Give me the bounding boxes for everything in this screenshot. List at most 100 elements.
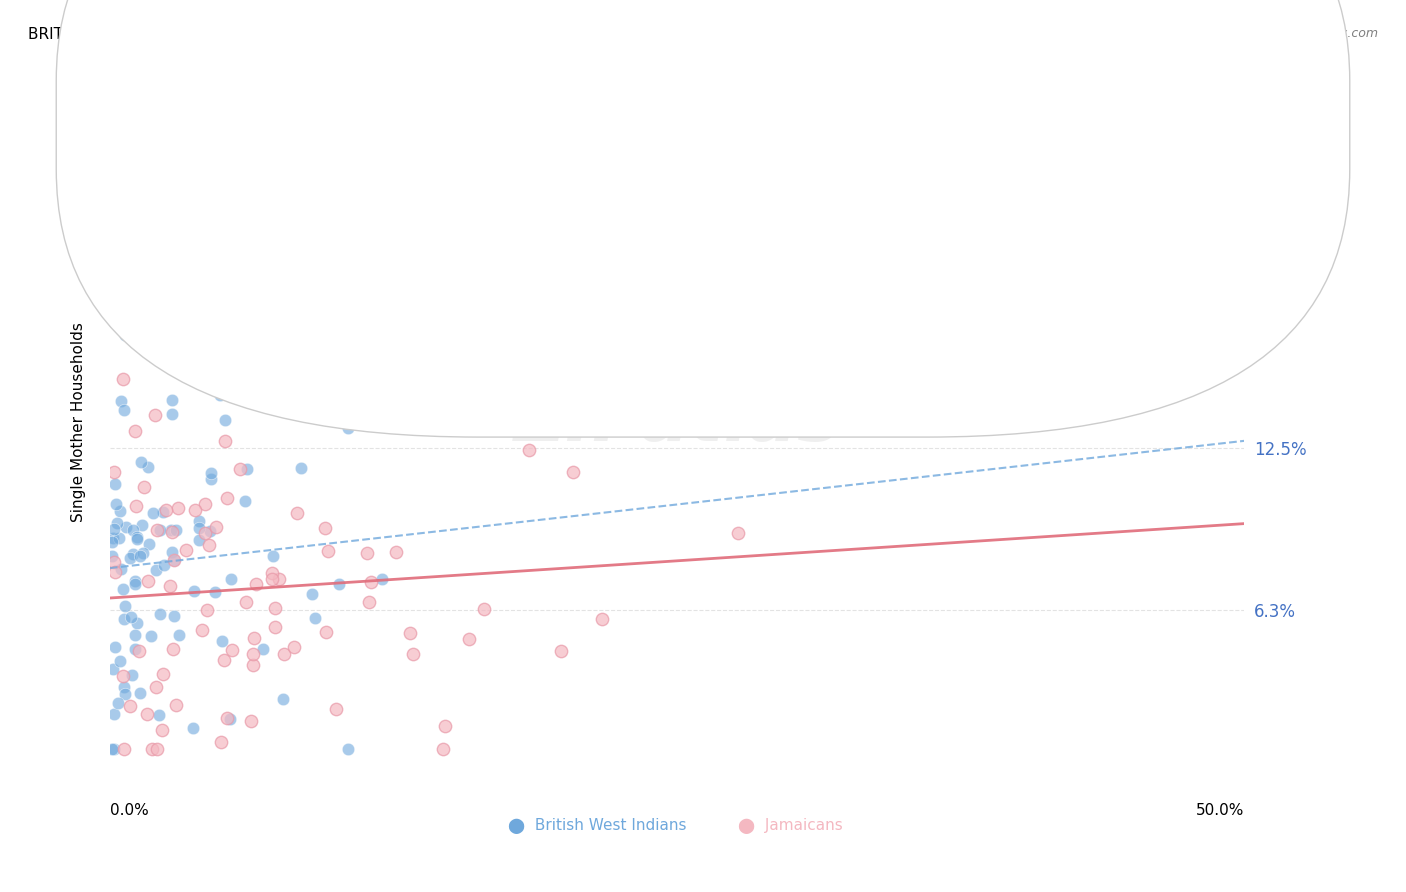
Text: N =: N = xyxy=(612,131,655,145)
Point xyxy=(402,647,425,661)
Text: Source: ZipAtlas.com: Source: ZipAtlas.com xyxy=(1244,27,1378,40)
Text: ■: ■ xyxy=(492,128,513,148)
Point xyxy=(104,640,127,655)
Point xyxy=(125,615,148,630)
Point xyxy=(141,629,163,643)
Point xyxy=(229,461,252,475)
Point xyxy=(129,455,152,469)
Point xyxy=(103,465,125,479)
Point xyxy=(235,595,257,609)
Point xyxy=(121,668,143,682)
Point xyxy=(132,546,155,560)
Point xyxy=(183,583,205,598)
Point xyxy=(104,476,127,491)
Point xyxy=(336,421,359,435)
Point xyxy=(221,643,243,657)
Point xyxy=(221,573,243,587)
Point xyxy=(103,742,125,756)
Point xyxy=(162,545,184,559)
Point xyxy=(103,522,125,536)
Point xyxy=(173,295,195,310)
Point xyxy=(103,555,125,569)
Point xyxy=(591,612,613,626)
Point xyxy=(325,407,347,421)
Point xyxy=(120,698,142,713)
Point xyxy=(285,506,308,520)
Text: 90: 90 xyxy=(668,95,689,110)
Point xyxy=(101,742,124,756)
Point xyxy=(162,553,184,567)
Point xyxy=(148,708,170,723)
Point xyxy=(371,572,394,586)
Point xyxy=(399,625,422,640)
Point xyxy=(163,553,186,567)
Point xyxy=(304,610,326,624)
Point xyxy=(209,388,232,402)
Point xyxy=(165,523,187,537)
Text: 0.050: 0.050 xyxy=(562,95,610,110)
Point xyxy=(128,549,150,564)
Text: 0.0%: 0.0% xyxy=(110,804,149,819)
Point xyxy=(125,499,148,513)
Text: 78: 78 xyxy=(668,131,689,145)
Point xyxy=(135,706,157,721)
Point xyxy=(474,602,496,616)
Point xyxy=(160,392,183,407)
Point xyxy=(209,735,232,749)
Point xyxy=(195,603,218,617)
Point xyxy=(328,577,350,591)
Point xyxy=(112,669,135,683)
Text: N =: N = xyxy=(612,95,655,110)
Point xyxy=(242,632,264,646)
Point xyxy=(114,686,136,700)
Point xyxy=(162,524,184,539)
Point xyxy=(432,742,454,756)
Point xyxy=(142,506,165,520)
Point xyxy=(141,742,163,756)
Text: R =: R = xyxy=(513,95,547,110)
Point xyxy=(384,545,406,559)
Point xyxy=(233,493,256,508)
Point xyxy=(146,524,169,538)
Point xyxy=(114,328,136,343)
Point xyxy=(200,472,222,486)
Point xyxy=(110,394,132,409)
Point xyxy=(215,710,238,724)
Point xyxy=(129,686,152,700)
Point xyxy=(260,566,283,580)
Point xyxy=(174,543,197,558)
Point xyxy=(112,742,135,756)
Point xyxy=(112,403,135,417)
Point xyxy=(131,518,153,533)
Point xyxy=(325,702,347,716)
Point xyxy=(160,407,183,421)
Point xyxy=(316,544,339,558)
Point xyxy=(263,601,285,615)
Point xyxy=(101,534,124,549)
Point xyxy=(283,640,305,655)
Point xyxy=(200,466,222,480)
Point xyxy=(108,504,131,518)
Point xyxy=(105,516,128,530)
Text: ⬤  British West Indians: ⬤ British West Indians xyxy=(509,818,688,834)
Point xyxy=(262,549,284,563)
Point xyxy=(183,721,205,735)
Point xyxy=(242,647,264,661)
Y-axis label: Single Mother Households: Single Mother Households xyxy=(72,322,86,522)
Point xyxy=(359,595,381,609)
Text: 0.163: 0.163 xyxy=(562,131,610,145)
Point xyxy=(194,525,217,540)
Point xyxy=(314,521,336,535)
Point xyxy=(152,667,174,681)
Point xyxy=(264,620,287,634)
Point xyxy=(219,712,242,726)
Point xyxy=(108,654,131,668)
Point xyxy=(101,531,124,545)
Point xyxy=(290,461,312,475)
Point xyxy=(162,641,184,656)
Point xyxy=(124,574,146,588)
Point xyxy=(252,642,274,657)
Point xyxy=(214,413,236,427)
Point xyxy=(150,723,173,737)
Point xyxy=(214,434,236,449)
